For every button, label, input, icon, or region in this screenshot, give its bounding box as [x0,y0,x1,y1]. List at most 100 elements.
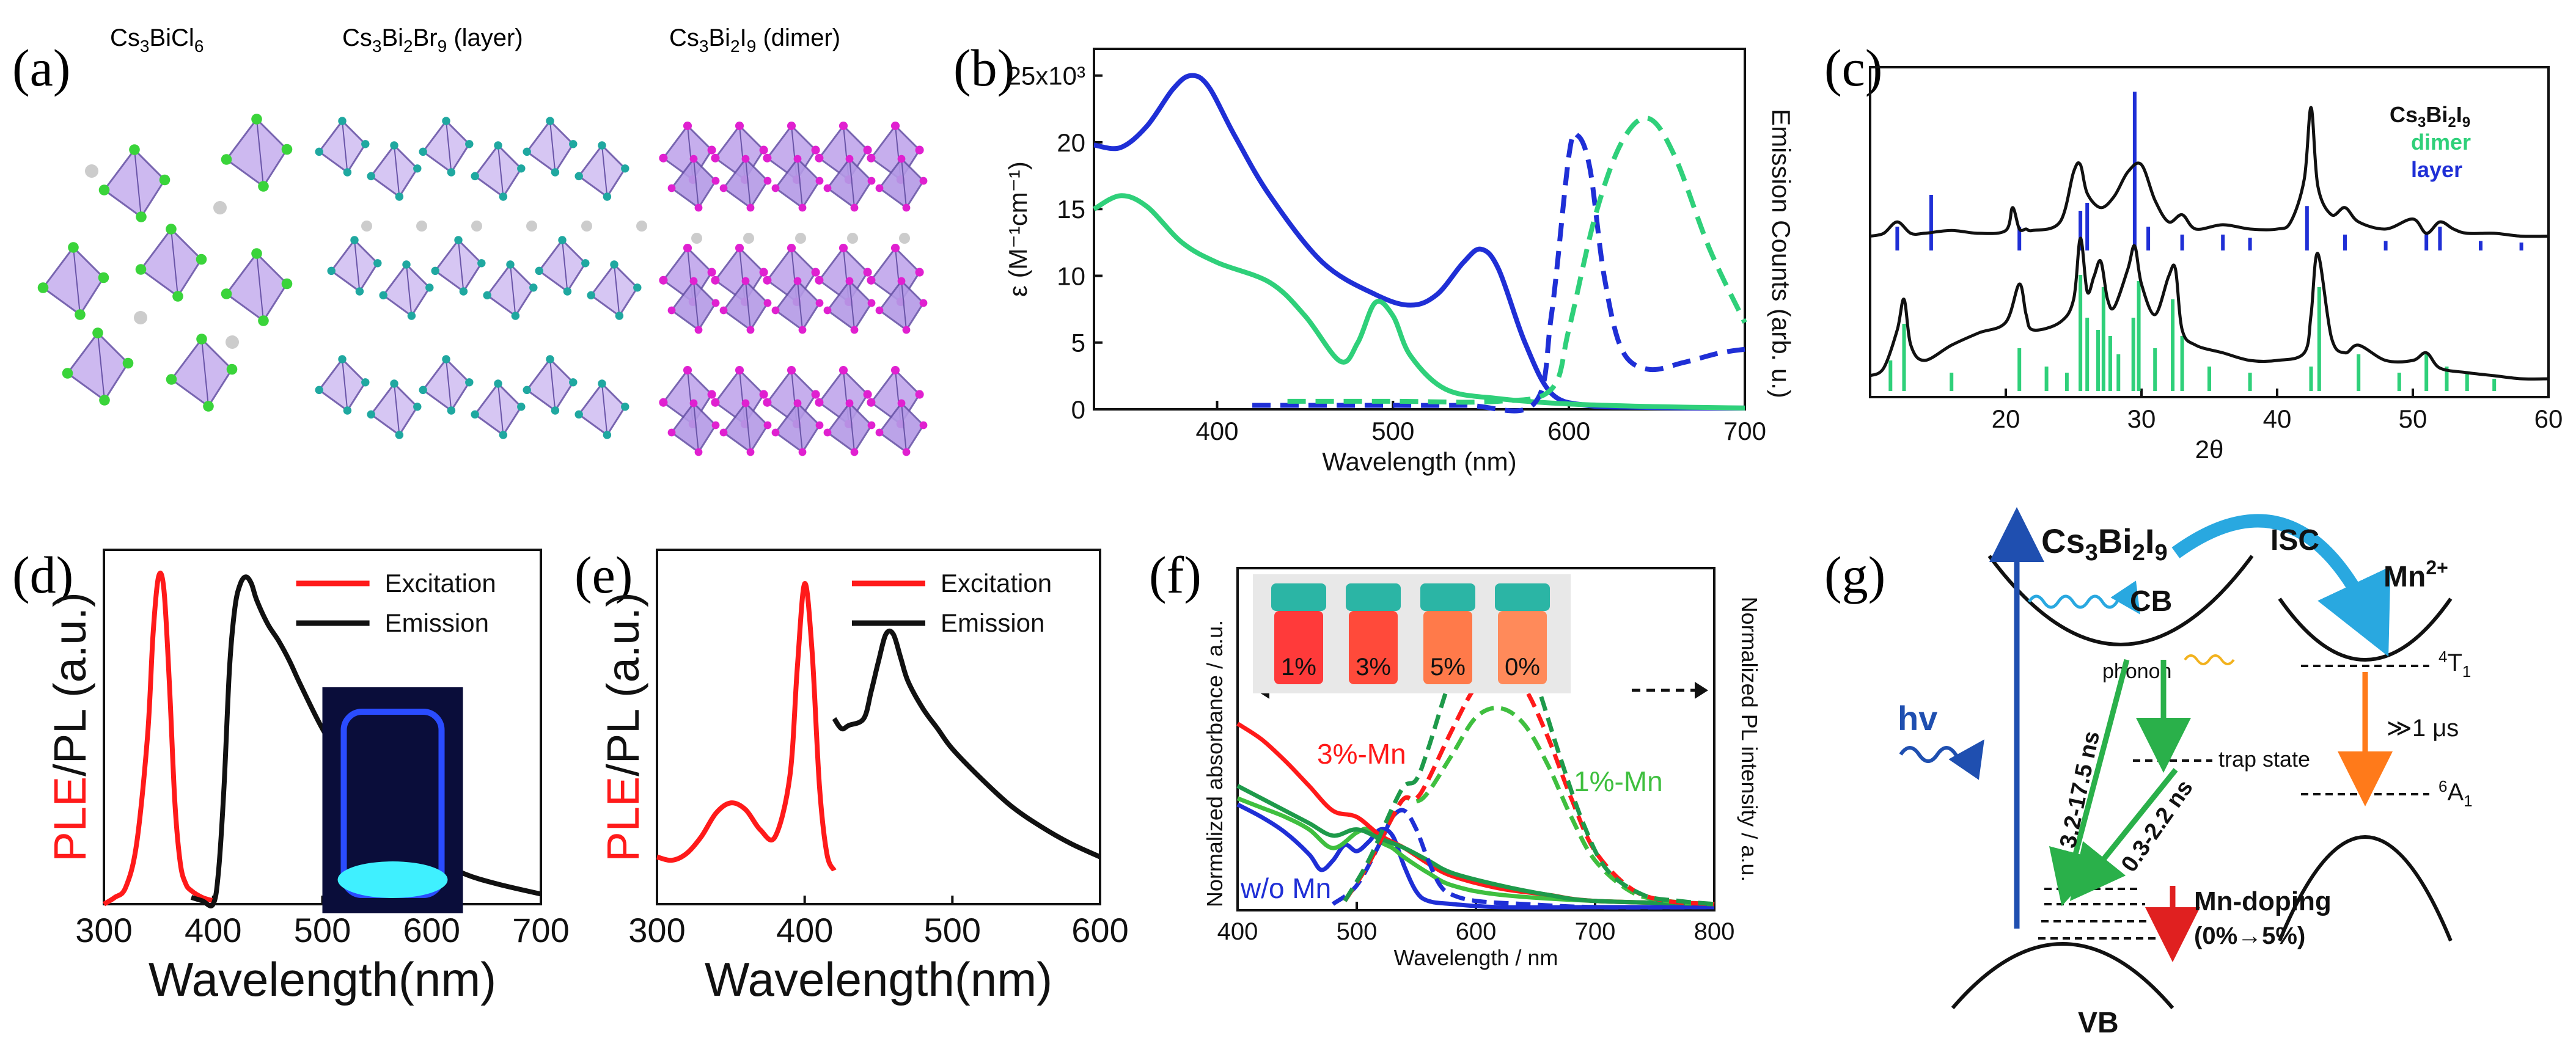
cb-label: CB [2130,585,2172,618]
octahedron-br [422,357,471,412]
anion-atom [367,172,375,181]
polyhedron-edge [446,359,452,411]
anion-atom [707,390,716,399]
cs-atom [795,233,806,244]
polyhedron-edge [797,280,803,331]
anion-atom [551,168,560,177]
anion-atom [159,174,171,186]
anion-atom [838,243,848,253]
anion-atom [763,153,772,163]
cs-atom [636,221,647,232]
anion-atom [711,177,720,185]
anion-atom [523,385,531,395]
polyhedron-edge [394,145,400,197]
anion-atom [902,326,911,334]
chart-b-frame [1093,48,1746,411]
polyhedron-edge [497,145,504,197]
anion-atom [915,268,924,277]
anion-atom [815,299,824,307]
panel-g-energy-diagram: hv phonon 3.2-17.5 ns 0.3-2.2 ns trap st… [1898,507,2473,1039]
chart-b-absorption-emission: 400 500 600 700 0 5 10 15 20 25x10³ Wavelength (nm… [1004,48,1796,476]
structure-title-cl6: Cs3BiCl6 [110,24,204,56]
anion-atom [361,140,370,148]
cs-atom [581,221,592,232]
y-axis-label: Normalized absorbance / a.u. [1202,620,1227,907]
trap-state-label: trap state [2218,747,2310,772]
polyhedron-edge [601,145,608,197]
panel-label-f: (f) [1149,546,1202,604]
cs-atom [526,221,537,232]
anion-atom [694,326,703,334]
octahedron-br [526,119,574,174]
vial-body [1498,611,1547,684]
polyhedron-edge [849,158,855,208]
anion-atom [659,398,668,407]
mn-ion-label: Mn2+ [2383,557,2448,593]
anion-atom [759,145,768,155]
legend-emission-label: Emission [385,608,489,637]
octahedron-cl [225,117,288,188]
anion-atom [919,421,928,429]
anion-atom [823,306,832,315]
anion-atom [442,355,450,363]
anion-atom [746,326,755,334]
polyhedron-edge [446,120,452,173]
anion-atom [689,277,698,285]
x-tick-label: 300 [75,911,132,949]
x-axis-label: Wavelength(nm) [705,952,1052,1006]
anion-atom [659,276,668,285]
octahedron-br [330,238,379,293]
anion-atom [719,306,728,315]
fast-lifetime-label: 3.2-17.5 ns [2055,729,2105,850]
anion-atom [875,184,884,192]
vb-band-curve [1951,942,2174,1009]
cs-atom [134,311,147,324]
anion-atom [122,357,134,369]
anion-atom [465,140,474,148]
anion-atom [37,282,49,293]
anion-atom [98,272,109,283]
anion-atom [603,431,612,439]
x-tick-label: 600 [1071,911,1128,949]
x-tick-label: 700 [1575,918,1616,945]
y-axis-label: PLE/PL (a.u.) [598,592,648,861]
x-tick-label: 500 [294,911,351,949]
hot-carrier-relaxation-wave [2027,580,2140,615]
anion-atom [569,378,578,387]
polyhedron-edge [901,280,907,331]
anion-atom [771,184,780,192]
anion-atom [581,259,590,268]
vial-cap [1420,583,1475,611]
anion-atom [919,177,928,185]
y-axis-label: PLE/PL (a.u.) [45,592,95,861]
anion-atom [741,277,750,285]
anion-atom [459,287,468,296]
polyhedron-edge [745,280,751,331]
octahedron-cl [103,148,166,219]
y-tick-label: 10 [1057,261,1085,290]
polyhedron-edge [549,120,556,173]
doping-label: Mn-doping [2194,886,2332,916]
anion-atom [867,398,876,407]
anion-atom [815,398,824,407]
anion-atom [499,431,508,439]
series-emission-layer [1252,130,1745,414]
vial-label: 3% [1356,654,1391,681]
octahedron-cl [66,331,130,402]
anion-atom [343,406,352,415]
anion-atom [166,224,177,235]
anion-atom [99,395,110,406]
polyhedron-edge [601,383,608,436]
polyhedron-edge [256,119,264,187]
y-tick-label: 15 [1057,195,1085,224]
anion-atom [711,276,720,285]
anion-atom [890,365,900,375]
anion-atom [711,398,720,407]
x-axis-label: Wavelength (nm) [1322,447,1516,476]
anion-atom [815,276,824,285]
octahedron-br [318,119,367,174]
anion-atom [823,428,832,437]
isc-transfer-arrow [2171,514,2391,657]
y-axis-label: ε (M⁻¹cm⁻¹) [1004,161,1032,297]
polyhedron-edge [693,280,699,331]
